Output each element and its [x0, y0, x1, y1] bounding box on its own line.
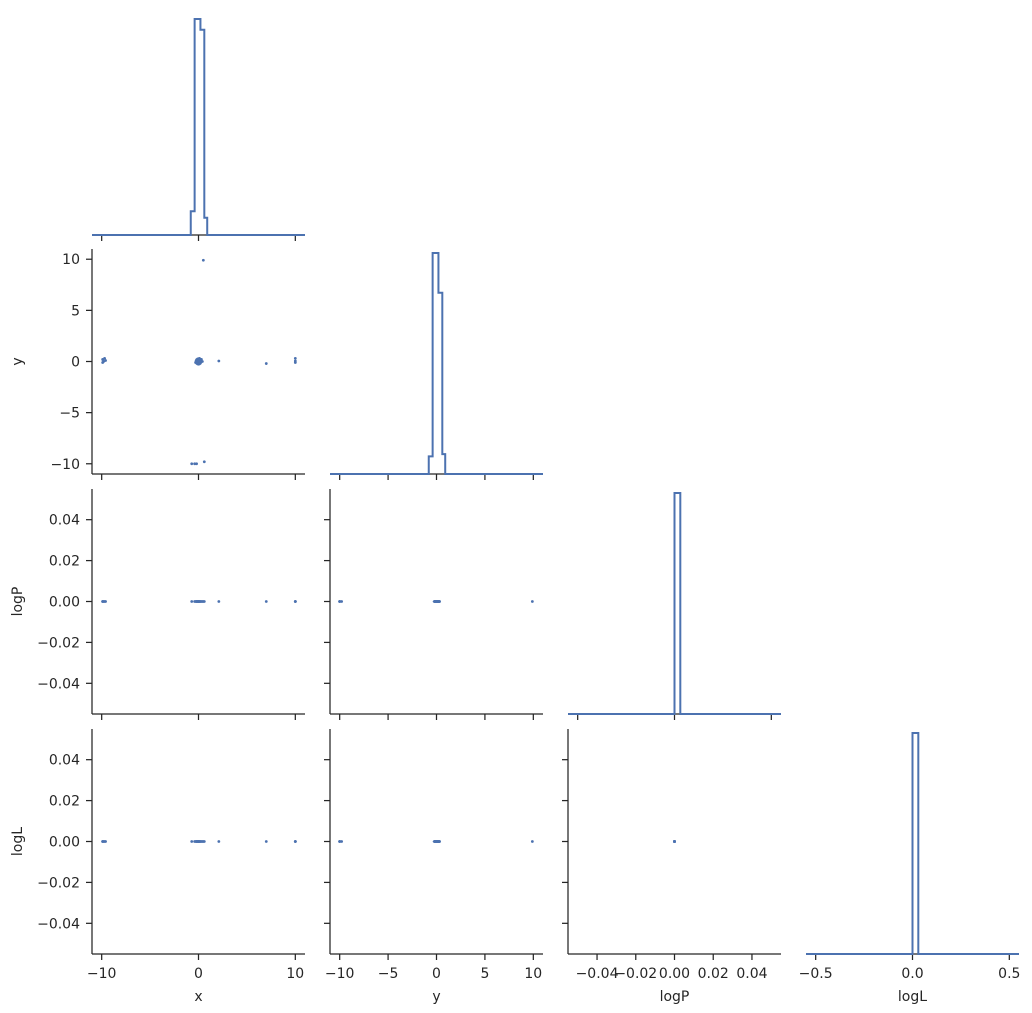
x-tick-label: 5	[480, 966, 489, 982]
x-tick-label: −0.04	[576, 966, 619, 982]
x-tick-label: 10	[524, 966, 542, 982]
scatter-point	[200, 600, 204, 603]
scatter-point	[195, 462, 198, 466]
y-tick-label: 0	[71, 355, 80, 371]
x-axis-label: logL	[898, 989, 927, 1005]
scatter-point	[194, 840, 197, 843]
x-tick-label: 0.00	[659, 966, 690, 982]
panel-logP-vs-logP	[568, 492, 781, 720]
scatter-point	[196, 362, 199, 365]
scatter-point	[199, 358, 202, 361]
panel-logP-vs-y	[324, 489, 543, 720]
scatter-point	[438, 600, 441, 603]
scatter-point	[190, 462, 194, 466]
y-tick-label: 0.02	[49, 554, 80, 570]
panel-x-vs-x	[92, 18, 305, 241]
panel-y-vs-x: −10 −5 0 5 10 y	[10, 249, 305, 480]
scatter-point	[101, 361, 105, 364]
x-tick-label: 0	[432, 966, 441, 982]
scatter-point	[438, 840, 441, 843]
y-axis-label: logP	[10, 587, 26, 617]
y-tick-label: −0.02	[37, 635, 80, 651]
scatter-point	[217, 840, 221, 843]
scatter-point	[338, 600, 342, 603]
panel-logL-vs-logL: −0.5 0.0 0.5 logL	[799, 732, 1020, 1005]
scatter-point	[190, 600, 194, 603]
y-tick-label: −0.04	[37, 676, 80, 692]
x-tick-label: −0.5	[799, 966, 833, 982]
y-tick-label: −0.04	[37, 916, 80, 932]
scatter-point	[200, 360, 204, 363]
y-tick-label: 5	[71, 303, 80, 319]
scatter-point	[435, 840, 439, 843]
scatter-point	[196, 840, 199, 843]
y-tick-label: 0.04	[49, 513, 80, 529]
scatter-point	[530, 600, 534, 603]
y-tick-label: 10	[62, 252, 80, 268]
scatter-point	[217, 600, 221, 603]
y-tick-label: 0.00	[49, 835, 80, 851]
x-tick-label: 10	[286, 966, 304, 982]
scatter-point	[264, 362, 268, 365]
x-tick-label: −0.02	[614, 966, 657, 982]
x-axis-label: logP	[660, 989, 690, 1005]
scatter-point	[264, 600, 268, 603]
panel-logL-vs-y: −10 −5 0 5 10 y	[324, 729, 543, 1005]
scatter-point	[101, 840, 105, 843]
panel-logL-vs-logP: −0.04−0.02 0.00 0.02 0.04 logP	[562, 729, 781, 1005]
x-tick-label: −5	[378, 966, 399, 982]
x-tick-label: 0.5	[998, 966, 1020, 982]
x-axis-label: y	[432, 989, 440, 1005]
y-axis-label: logL	[10, 827, 26, 856]
scatter-point	[103, 600, 106, 603]
scatter-point	[199, 840, 202, 843]
y-tick-label: 0.04	[49, 753, 80, 769]
scatter-point	[293, 600, 297, 603]
panel-logP-vs-x: −0.04 −0.02 0.00 0.02 0.04 logP	[10, 489, 305, 720]
histogram-x	[92, 18, 305, 236]
scatter-point	[190, 840, 194, 843]
panel-logL-vs-x: −10 0 10 x −0.04 −0.02 0.00 0.02 0.04 logL	[10, 729, 305, 1005]
scatter-point	[673, 840, 676, 843]
scatter-point	[202, 460, 206, 464]
scatter-point	[217, 359, 221, 363]
x-tick-label: −10	[325, 966, 355, 982]
scatter-point	[530, 840, 534, 843]
scatter-point	[340, 840, 344, 843]
y-tick-label: 0.02	[49, 794, 80, 810]
histogram-logP	[568, 492, 781, 715]
scatter-point	[293, 359, 297, 363]
y-tick-label: −5	[59, 406, 80, 422]
y-axis-label: y	[10, 357, 26, 365]
scatter-point	[194, 600, 197, 603]
x-tick-label: 0.0	[901, 966, 923, 982]
scatter-point	[200, 840, 204, 843]
scatter-point	[196, 600, 199, 603]
x-tick-label: 0	[194, 966, 203, 982]
scatter-point	[103, 840, 106, 843]
x-tick-label: 0.02	[698, 966, 729, 982]
x-tick-label: −10	[87, 966, 117, 982]
histogram-y	[330, 252, 543, 475]
scatter-point	[101, 600, 105, 603]
scatter-point	[103, 357, 106, 360]
y-tick-label: −0.02	[37, 875, 80, 891]
scatter-point	[201, 258, 205, 262]
scatter-point	[340, 600, 344, 603]
scatter-point	[338, 840, 342, 843]
y-tick-label: 0.00	[49, 595, 80, 611]
scatter-point	[264, 840, 268, 843]
scatter-point	[293, 357, 297, 360]
histogram-logL	[806, 732, 1019, 955]
scatter-point	[293, 840, 297, 843]
scatter-point	[435, 600, 439, 603]
y-tick-label: −10	[50, 457, 80, 473]
panel-y-vs-y	[330, 252, 543, 480]
x-tick-label: 0.04	[736, 966, 767, 982]
x-axis-label: x	[194, 989, 202, 1005]
scatter-point	[199, 600, 202, 603]
scatter-point	[193, 462, 197, 466]
